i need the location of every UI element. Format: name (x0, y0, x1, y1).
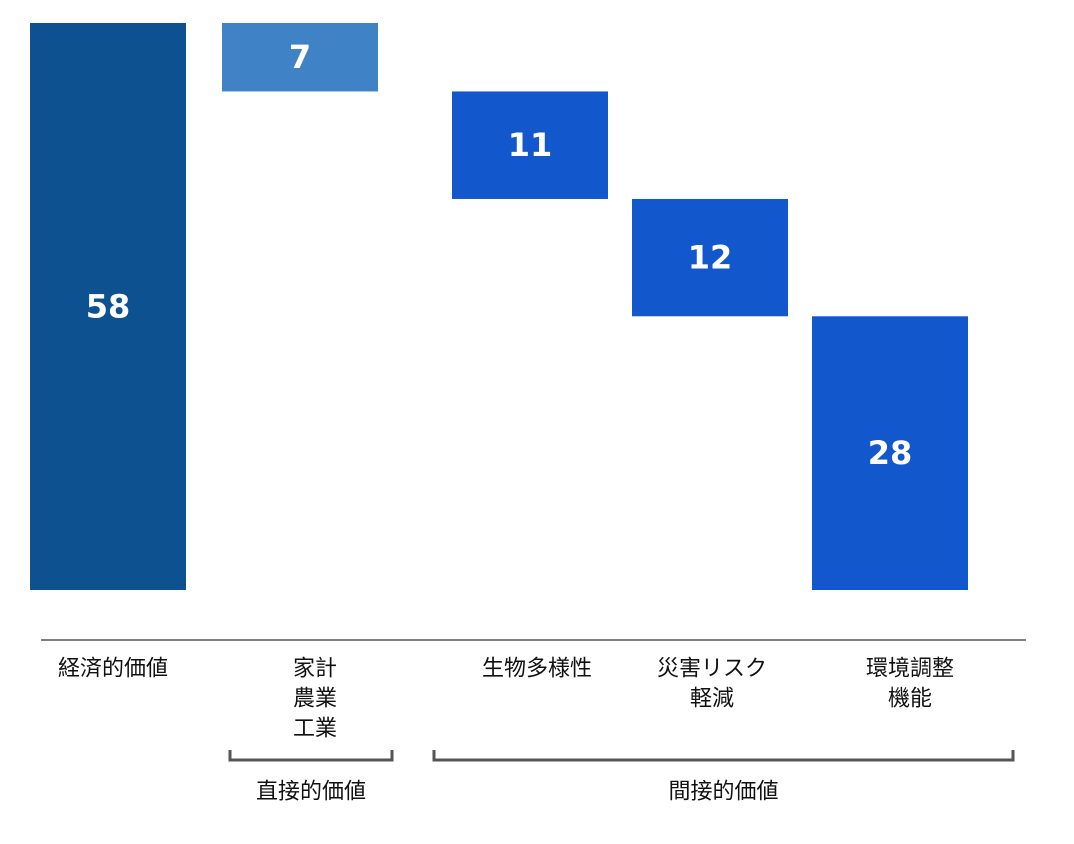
bar-0 (30, 23, 186, 590)
group-brackets: 直接的価値 間接的価値 (228, 750, 1015, 805)
group-bracket (432, 750, 1015, 762)
bar-1 (222, 23, 378, 92)
category-label: 農業 (293, 687, 337, 712)
bar-value-label: 12 (688, 239, 733, 277)
bar-value-label: 58 (86, 288, 131, 326)
category-label: 災害リスク (657, 657, 767, 682)
bar-value-label: 11 (508, 126, 553, 164)
category-label: 機能 (888, 687, 932, 712)
category-label: 軽減 (690, 687, 734, 712)
group-bracket (228, 750, 394, 762)
group-label: 直接的価値 (256, 780, 366, 805)
bars-layer: 58 7 11 12 28 (30, 23, 968, 590)
bar-3 (632, 198, 788, 317)
group-label: 間接的価値 (668, 780, 778, 805)
category-label: 家計 (293, 657, 337, 682)
bar-4 (812, 316, 968, 590)
category-label: 環境調整 (866, 657, 954, 682)
category-label: 工業 (293, 717, 337, 742)
bar-value-label: 7 (289, 38, 311, 76)
bar-2 (452, 91, 608, 199)
bar-value-label: 28 (868, 434, 913, 472)
category-label: 生物多様性 (482, 657, 592, 682)
category-label: 経済的価値 (58, 657, 168, 682)
